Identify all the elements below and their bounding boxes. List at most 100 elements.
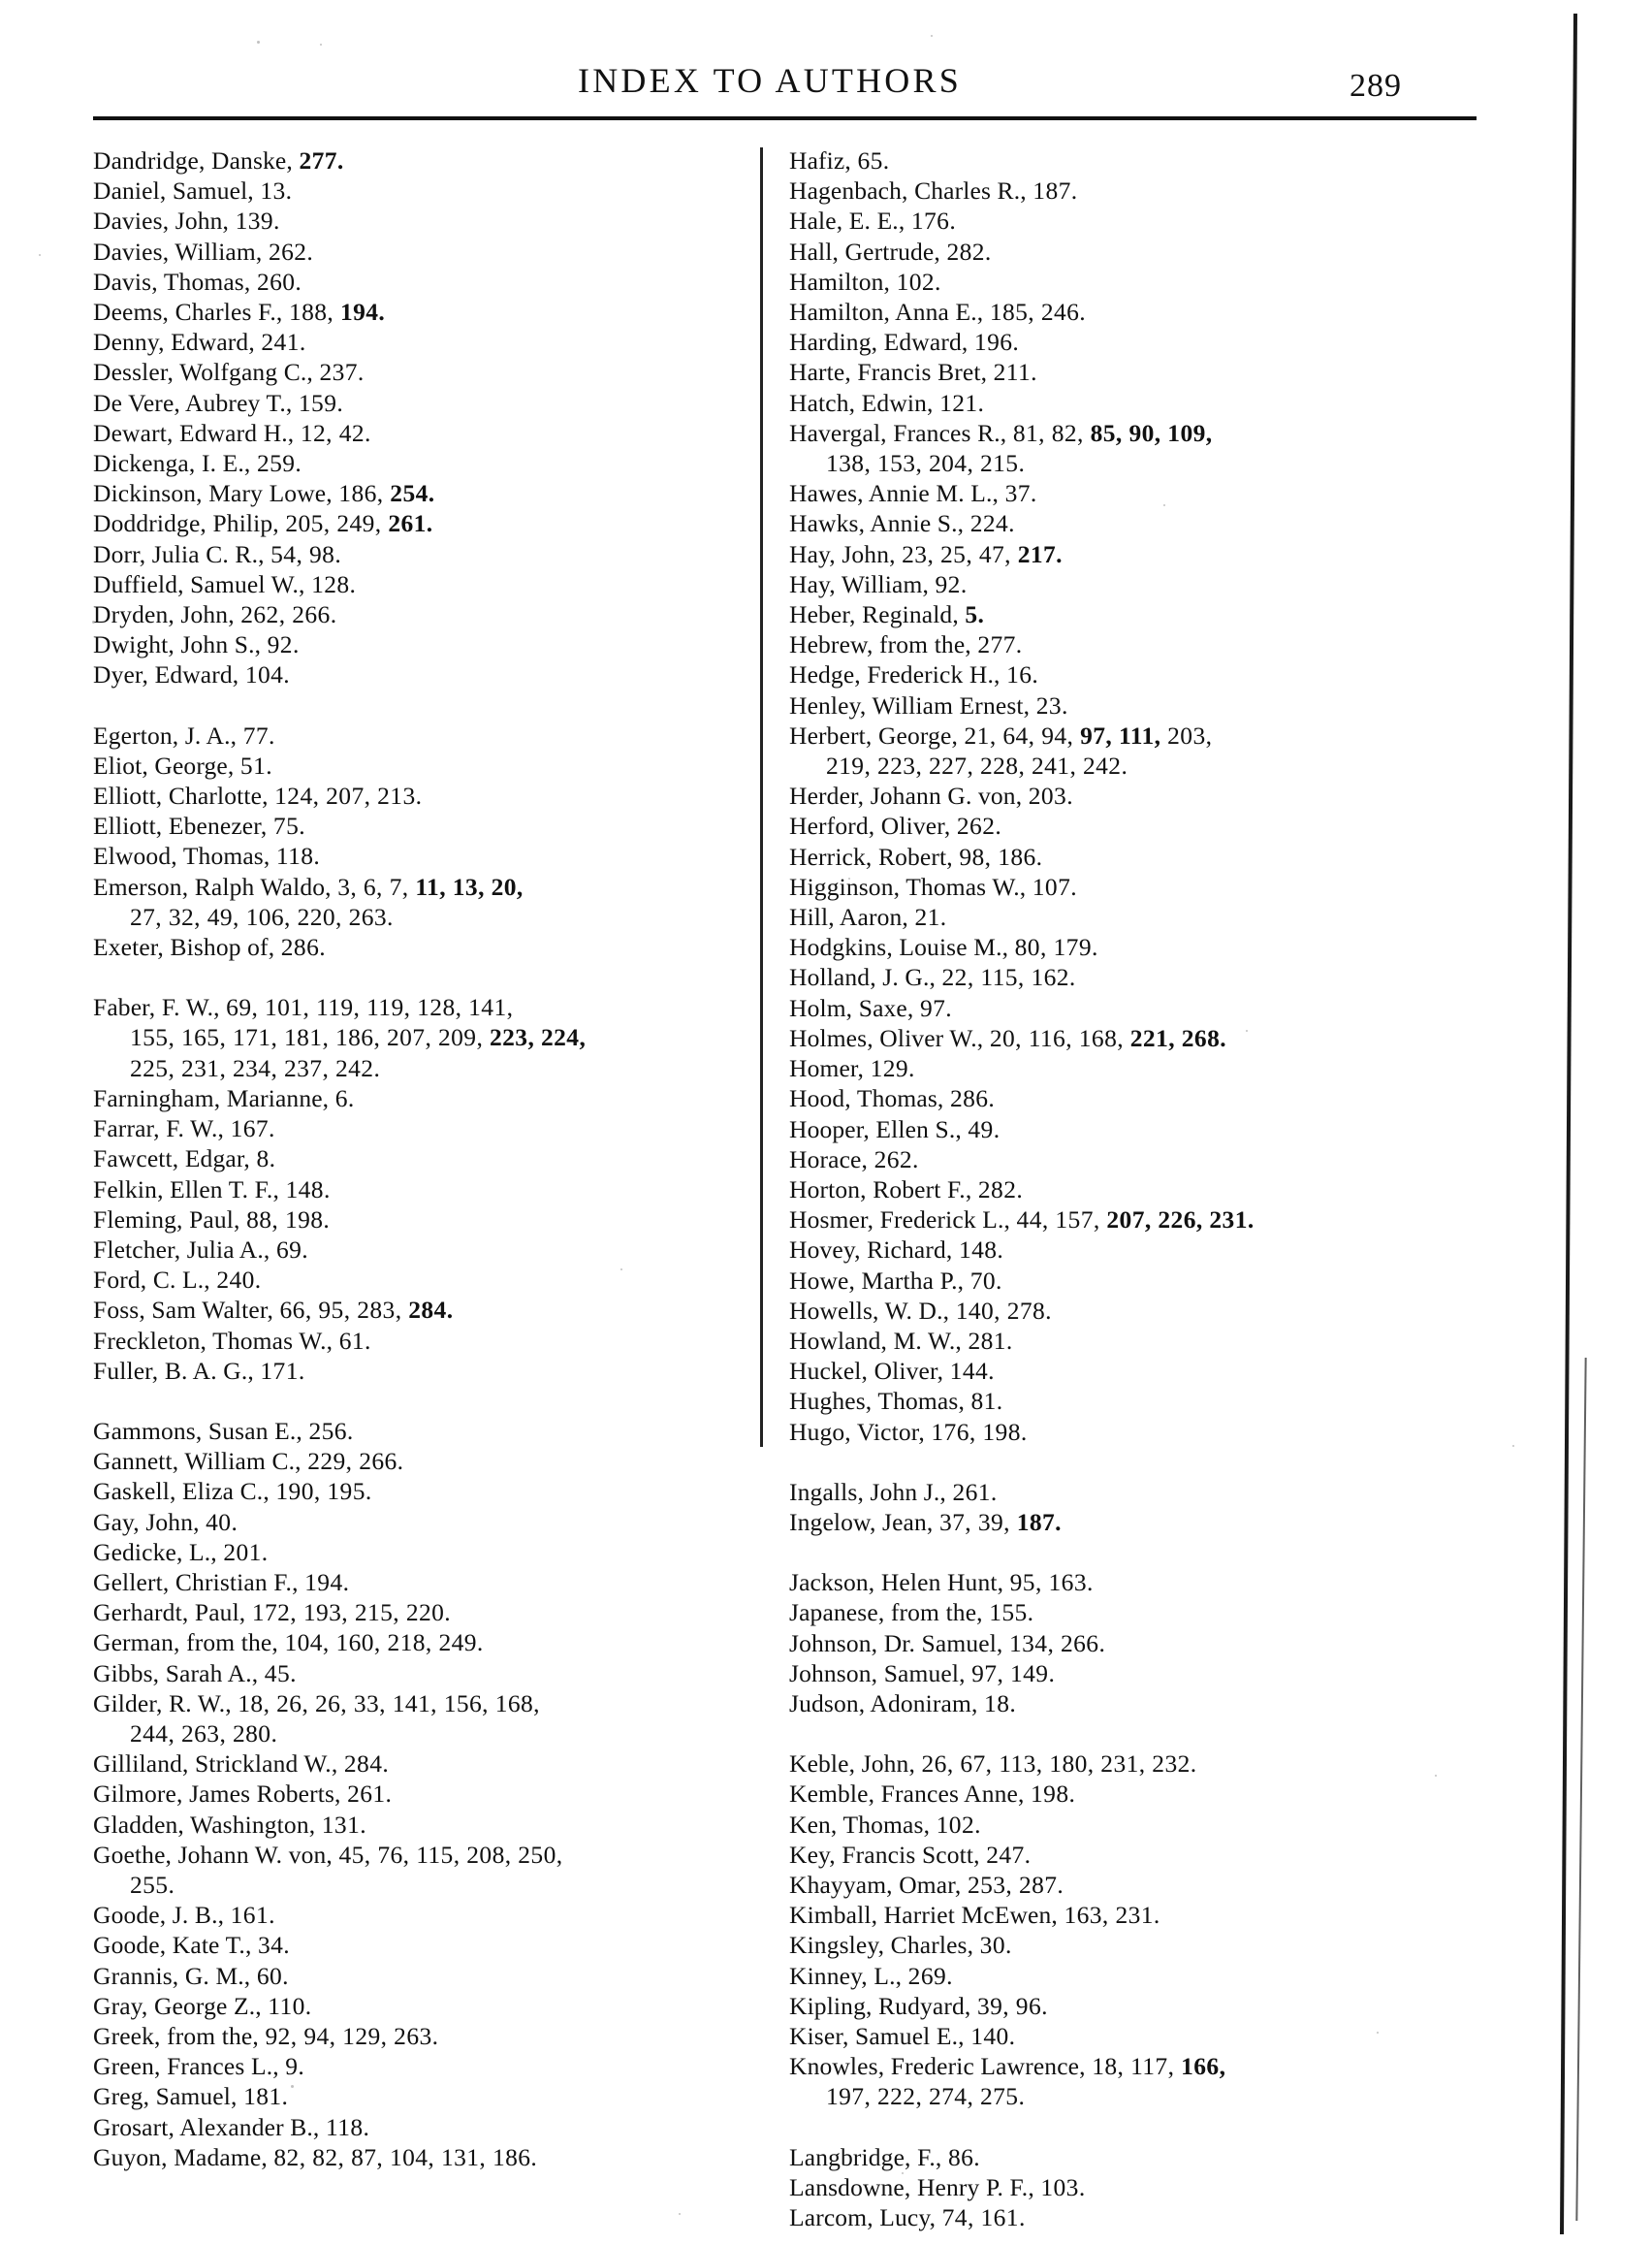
page-reference: 249. (438, 1628, 484, 1657)
column-divider-rule (760, 147, 763, 1447)
index-entry: Ingalls, John J., 261. (789, 1477, 1468, 1507)
index-entry: Fuller, B. A. G., 171. (93, 1356, 714, 1386)
scan-speckle (39, 254, 41, 256)
page-reference: 44, (1016, 1205, 1056, 1235)
page-reference: 167. (230, 1114, 275, 1143)
page-reference: 284. (343, 1749, 390, 1779)
index-entry: Kemble, Frances Anne, 198. (789, 1779, 1468, 1809)
page-reference: 134, (1009, 1628, 1061, 1657)
page-reference: 18, (1092, 2052, 1131, 2081)
index-entry: Greek, from the, 92, 94, 129, 263. (93, 2021, 714, 2051)
section-gap (93, 1386, 714, 1416)
index-entry: Hebrew, from the, 277. (789, 629, 1468, 659)
index-entry: Havergal, Frances R., 81, 82, 85, 90, 10… (789, 418, 1468, 478)
index-entry: Howells, W. D., 140, 278. (789, 1296, 1468, 1326)
index-entry: Kimball, Harriet McEwen, 163, 231. (789, 1900, 1468, 1930)
index-entry: Harte, Francis Bret, 211. (789, 357, 1468, 387)
index-entry: Grannis, G. M., 60. (93, 1961, 714, 1991)
page-reference: 222, (877, 2082, 929, 2111)
page-reference: 198. (1031, 1780, 1076, 1809)
index-entry: Grosart, Alexander B., 118. (93, 2112, 714, 2142)
page-reference: 163, (1064, 1901, 1116, 1930)
index-entry: Hamilton, 102. (789, 267, 1468, 297)
page-reference: 42. (338, 418, 371, 447)
scan-speckle (116, 2133, 118, 2135)
page-reference: 45, (338, 1840, 378, 1869)
page-reference: 115, (416, 1840, 467, 1869)
author-name: Gellert, Christian F., (93, 1567, 305, 1596)
scan-speckle (848, 878, 850, 880)
page-reference: 282. (946, 237, 992, 266)
author-name: De Vere, Aubrey T., (93, 388, 299, 417)
index-entry: Howland, M. W., 281. (789, 1326, 1468, 1356)
index-entry: Felkin, Ellen T. F., 148. (93, 1174, 714, 1204)
entry-continuation-line: 197, 222, 274, 275. (789, 2081, 1468, 2111)
index-entry: Hale, E. E., 176. (789, 206, 1468, 236)
entry-continuation-line: 255. (93, 1870, 714, 1900)
page-reference: 23, (902, 539, 941, 568)
page-reference: 281. (968, 1326, 1013, 1355)
index-entry: Goode, Kate T., 34. (93, 1930, 714, 1960)
index-entry: Hedge, Frederick H., 16. (789, 659, 1468, 690)
index-entry: Kingsley, Charles, 30. (789, 1930, 1468, 1960)
page-reference: 21, (964, 721, 1003, 750)
page-reference: 219, (826, 752, 877, 781)
page-reference: 207, (326, 782, 378, 811)
index-entry: Egerton, J. A., 77. (93, 721, 714, 751)
page-reference: 92, (265, 2021, 304, 2050)
page-reference: 237. (319, 358, 365, 387)
author-name: Greek, from the, (93, 2021, 266, 2050)
page-reference: 263. (348, 902, 394, 931)
index-entry: Fawcett, Edgar, 8. (93, 1143, 714, 1173)
page-reference: 107. (1032, 872, 1078, 901)
index-entry: Hamilton, Anna E., 185, 246. (789, 297, 1468, 327)
page-reference: 26, (276, 1688, 315, 1717)
page-reference: 193, (302, 1598, 355, 1627)
page-reference: 213. (377, 782, 423, 811)
index-entry: Gay, John, 40. (93, 1507, 714, 1537)
author-name: Khayyam, Omar, (789, 1870, 968, 1899)
author-name: Daniel, Samuel, (93, 176, 261, 206)
page-reference: 139. (235, 207, 280, 236)
page-reference: 140. (970, 2021, 1016, 2050)
scan-speckle (291, 2085, 294, 2088)
page-reference: 181, (284, 1023, 335, 1052)
page-reference: 94, (303, 2021, 343, 2050)
page-reference: 215, (354, 1598, 406, 1627)
page-reference: 207, (387, 1023, 438, 1052)
page-reference: 12, (300, 418, 339, 447)
scan-speckle (92, 621, 95, 624)
page-reference: 109, (1167, 418, 1213, 447)
page-reference: 98, (959, 842, 999, 871)
page-reference: 6. (334, 1083, 355, 1112)
page-reference: 207, (1106, 1205, 1159, 1235)
author-name: Denny, Edward, (93, 328, 262, 357)
page-reference: 101, (265, 993, 317, 1022)
page-reference: 40. (206, 1507, 238, 1536)
page-reference: 69. (275, 1235, 309, 1264)
page-reference: 149. (1010, 1658, 1056, 1687)
author-name: Elliott, Ebenezer, (93, 812, 273, 841)
page-reference: 86. (947, 2142, 981, 2171)
author-name: Hughes, Thomas, (789, 1387, 971, 1416)
author-name: Holland, J. G., (789, 963, 942, 992)
page-reference: 201. (223, 1537, 269, 1566)
index-entry: Gedicke, L., 201. (93, 1537, 714, 1567)
index-entry: Dandridge, Danske, 277. (93, 145, 714, 176)
page-reference: 37, (938, 1507, 978, 1536)
page-reference: 231. (1115, 1901, 1160, 1930)
author-name: Hale, E. E., (789, 207, 911, 236)
page-reference: 103. (1040, 2172, 1086, 2201)
page-reference: 119, (366, 993, 418, 1022)
page-reference: 49. (968, 1114, 1001, 1143)
author-name: Kimball, Harriet McEwen, (789, 1901, 1064, 1930)
page-reference: 223, (877, 752, 929, 781)
author-name: Fawcett, Edgar, (93, 1144, 257, 1173)
index-entry: Hawks, Annie S., 224. (789, 508, 1468, 538)
page-reference: 155. (989, 1598, 1034, 1627)
index-column-right: Hafiz, 65. Hagenbach, Charles R., 187. Hal… (789, 145, 1468, 2231)
page-reference: 88, (246, 1204, 285, 1234)
index-entry: Lansdowne, Henry P. F., 103. (789, 2172, 1468, 2202)
page-reference: 20, (491, 872, 524, 901)
page-reference: 129, (342, 2021, 395, 2050)
